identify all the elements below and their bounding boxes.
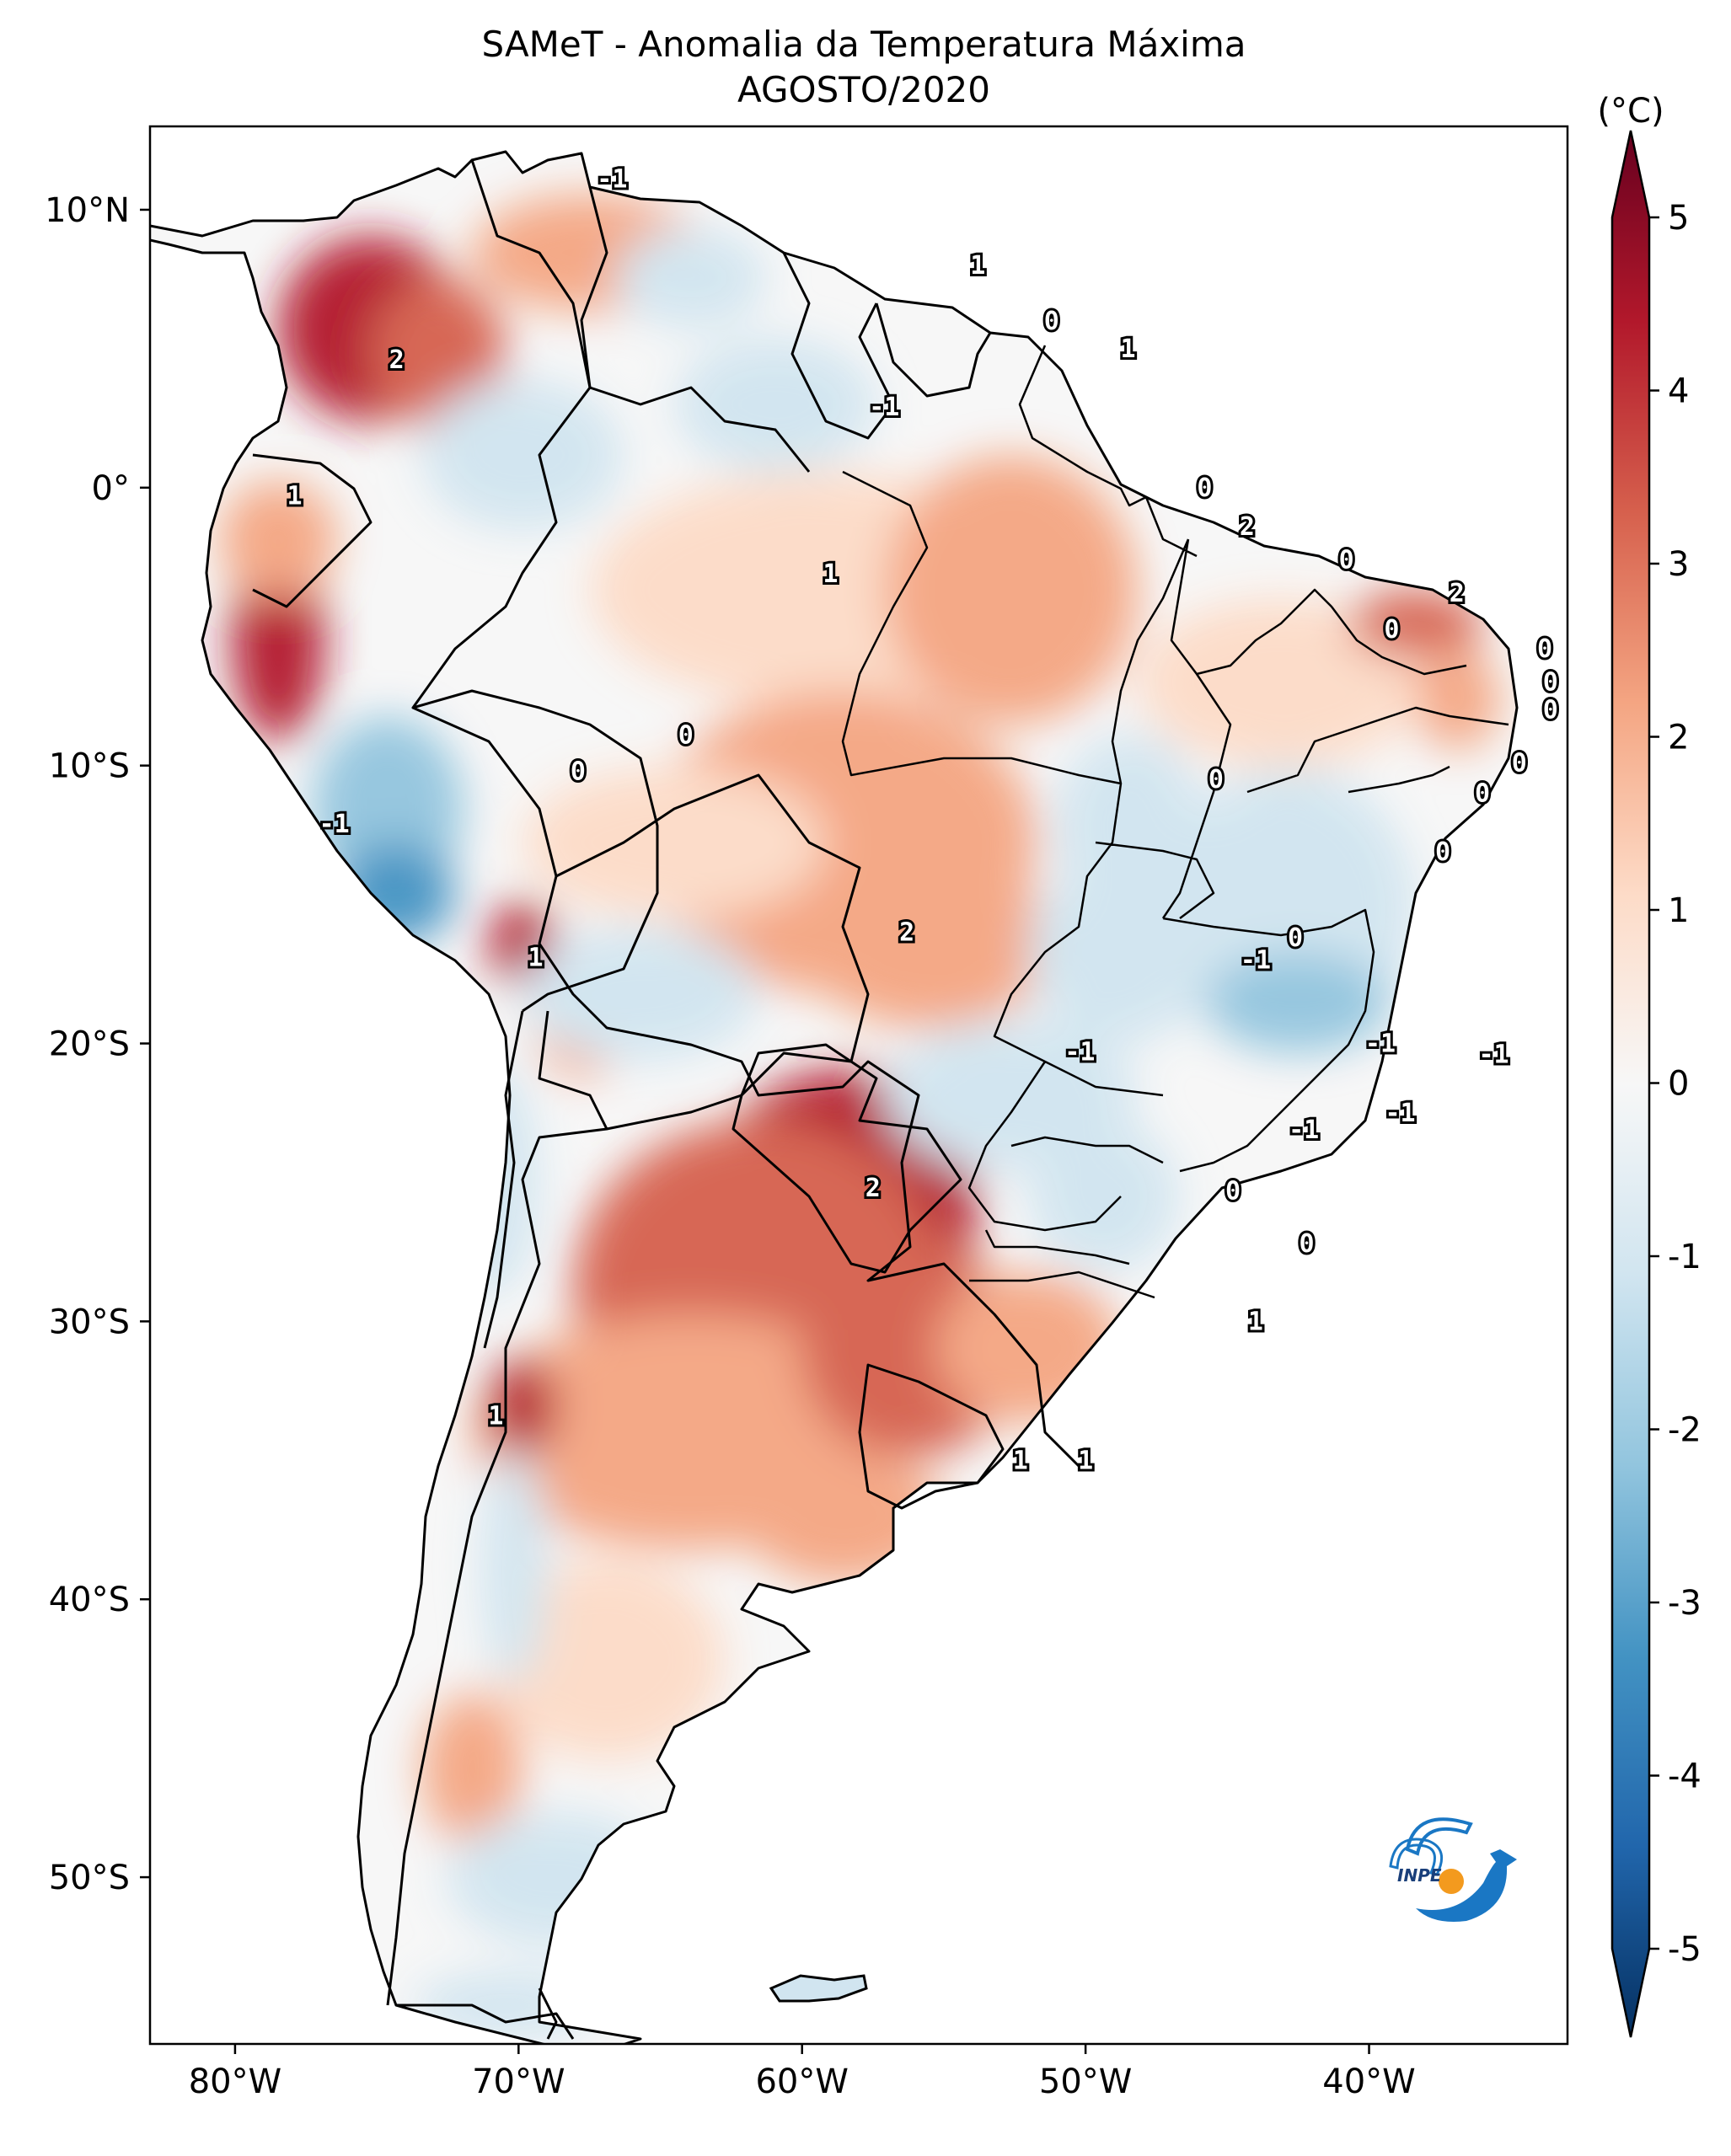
contour-label: -1 [1478,1041,1509,1070]
borders [150,150,1519,2044]
contour-label: 1 [528,943,543,972]
y-tick-label: 10°S [49,747,130,786]
logo-ring-icon [1389,1838,1444,1876]
contour-label: 0 [1288,923,1303,953]
colorbar-tick-label: 1 [1668,891,1689,930]
colorbar-tick-label: 4 [1668,372,1689,411]
guyana-border [782,252,895,440]
colorbar-tick-label: -5 [1668,1930,1702,1969]
colorbar-tick-label: -4 [1668,1757,1702,1796]
contour-label: -1 [1241,946,1271,976]
colorbar-unit-label: (°C) [1597,92,1664,131]
contour-label: 2 [1450,579,1465,608]
bolivia-border [538,773,870,1131]
contour-label: 1 [1248,1307,1263,1336]
contour-label: 1 [1078,1446,1093,1475]
contour-label: 0 [1299,1229,1314,1259]
contour-label: -1 [1365,1030,1396,1059]
ocean-mask [150,126,1568,2044]
chile-border [483,1010,524,1349]
contour-label: -1 [1289,1115,1319,1145]
contour-label: -1 [1385,1099,1415,1128]
y-tick-label: 10°N [45,191,130,230]
y-tick-label: 30°S [49,1303,130,1341]
contour-label: 0 [1435,837,1450,867]
map-frame [148,125,1569,2046]
x-tick-label: 50°W [1039,2062,1132,2101]
uruguay-border [858,1363,1005,1510]
colorbar-body [1610,130,1651,2038]
logo-arrow-icon [1416,1849,1517,1922]
contour-label: 2 [389,345,405,375]
contour-label: 0 [1543,696,1558,725]
contour-label: -1 [869,393,899,422]
colorbar-tick-label: -2 [1668,1411,1702,1450]
contour-label: 0 [1543,668,1558,698]
contour-label: 1 [1013,1446,1028,1475]
paraguay-border [732,1043,962,1274]
contour-label: 0 [571,757,586,786]
chart-title: SAMeT - Anomalia da Temperatura Máxima [481,24,1246,65]
colorbar-ticks: 5 4 3 2 1 0 -1 -2 -3 -4 -5 [1649,199,1702,1969]
contour-label: 1 [1121,334,1136,364]
brazil-border [411,186,1080,1468]
colorbar: (°C) 5 4 3 2 1 0 -1 -2 -3 -4 -5 [1597,92,1702,2038]
contour-label: -1 [1064,1037,1095,1067]
contour-label: -1 [319,810,350,839]
contour-label: 0 [1475,779,1490,809]
contour-label: 0 [1339,546,1354,575]
contour-label: 1 [287,482,303,511]
y-tick-label: 20°S [49,1025,130,1064]
contour-label: 0 [1537,634,1552,664]
contour-label: 1 [970,251,985,281]
x-tick-label: 60°W [755,2062,848,2101]
colorbar-tick-label: 0 [1668,1065,1689,1104]
argentina-border [386,1127,608,2006]
x-tick-label: 80°W [189,2062,281,2101]
y-tick-label: 0° [92,469,130,508]
y-axis-ticks: 10°N 0° 10°S 20°S 30°S 40°S 50°S [45,191,150,1897]
suriname-border [875,302,992,398]
logo-text: INPE [1397,1865,1442,1886]
contour-label: 0 [1197,473,1212,503]
x-tick-label: 70°W [472,2062,565,2101]
contour-label: 0 [1208,765,1224,794]
colorbar-tick-label: 2 [1668,719,1689,757]
x-axis-ticks: 80°W 70°W 60°W 50°W 40°W [189,2044,1416,2101]
contour-label: 0 [678,720,694,750]
x-tick-label: 40°W [1322,2062,1415,2101]
colorbar-tick-label: 3 [1668,545,1689,584]
coastline [150,150,1519,2044]
peru-border [412,689,659,1013]
inpe-logo: INPE [1389,1817,1517,1922]
contour-label: 1 [823,559,838,589]
contour-label: 2 [1240,512,1255,542]
contour-label: -1 [597,165,627,195]
colorbar-tick-label: -3 [1668,1584,1702,1623]
contour-label: 2 [866,1174,881,1203]
contour-label: 0 [1512,748,1527,778]
falkland-islands [769,1974,868,2003]
brazil-states [841,345,1509,1299]
chart-subtitle: AGOSTO/2020 [737,69,990,110]
tierra-del-fuego [396,1987,575,2040]
contour-label: 0 [1044,307,1059,336]
ecuador-border [252,453,372,608]
y-tick-label: 40°S [49,1581,130,1619]
colombia-venezuela-border [470,159,811,473]
contour-label: 0 [1384,615,1399,645]
contour-label: 2 [899,918,914,948]
colorbar-tick-label: 5 [1668,199,1689,238]
logo-sun-icon [1439,1869,1464,1894]
colorbar-tick-label: -1 [1668,1238,1702,1276]
y-tick-label: 50°S [49,1859,130,1897]
contour-label: 1 [488,1402,503,1431]
contour-label: 0 [1225,1176,1241,1206]
